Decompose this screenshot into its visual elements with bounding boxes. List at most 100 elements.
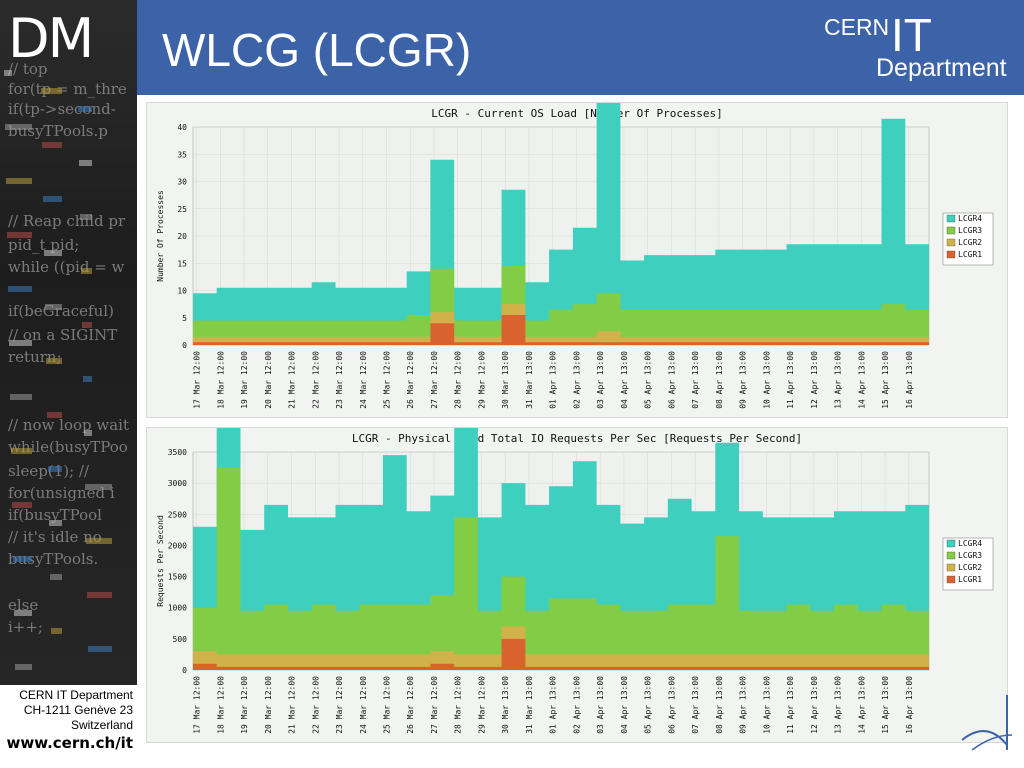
y-tick-label: 0 [182, 666, 187, 675]
footer-city: CH-1211 Genève 23 [23, 703, 133, 717]
decorative-strip [86, 538, 112, 544]
legend-label: LCGR3 [958, 226, 982, 235]
x-tick-label: 25 Mar 12:00 [382, 351, 391, 409]
decorative-strip [13, 556, 32, 562]
code-line: if(beGraceful) [8, 302, 114, 320]
x-tick-label: 12 Apr 13:00 [810, 351, 819, 409]
decorative-strip [44, 250, 62, 256]
x-tick-label: 29 Mar 12:00 [477, 676, 486, 734]
decorative-strip [7, 232, 32, 238]
x-tick-label: 27 Mar 12:00 [430, 351, 439, 409]
decorative-code-background: // top for(tp = m_thre if(tp->second-busyT… [0, 0, 137, 685]
x-tick-label: 27 Mar 12:00 [430, 676, 439, 734]
x-tick-label: 23 Mar 12:00 [335, 351, 344, 409]
decorative-strip [15, 664, 32, 670]
x-tick-label: 02 Apr 13:00 [572, 676, 581, 734]
y-tick-label: 2000 [168, 541, 187, 550]
series-area-lcgr4 [193, 103, 929, 345]
x-tick-label: 13 Apr 13:00 [834, 351, 843, 409]
decorative-strip [41, 88, 62, 94]
x-tick-label: 30 Mar 13:00 [501, 351, 510, 409]
decorative-strip [81, 268, 92, 274]
x-tick-label: 26 Mar 12:00 [406, 676, 415, 734]
legend-swatch [946, 551, 956, 560]
decorative-strip [10, 394, 32, 400]
x-tick-label: 07 Apr 13:00 [691, 676, 700, 734]
footer-address: CERN IT Department CH-1211 Genève 23 Swi… [0, 688, 137, 753]
x-tick-label: 17 Mar 12:00 [193, 351, 202, 409]
legend-label: LCGR4 [958, 539, 982, 548]
decorative-strip [8, 286, 32, 292]
x-tick-label: 31 Mar 13:00 [525, 351, 534, 409]
series-area-lcgr2 [193, 304, 929, 345]
y-axis-label: Number Of Processes [156, 190, 165, 282]
series-area-lcgr3 [193, 467, 929, 670]
code-line: while ((pid = w [8, 258, 125, 276]
dm-logo: DM [8, 7, 94, 70]
x-tick-label: 01 Apr 13:00 [549, 351, 558, 409]
chart-title: LCGR - Current OS Load [Number Of Proces… [431, 107, 722, 120]
y-tick-label: 10 [177, 287, 187, 296]
decorative-strip [11, 448, 32, 454]
x-tick-label: 16 Apr 13:00 [905, 351, 914, 409]
code-line: if(busyTPool [8, 506, 102, 524]
decorative-strip [83, 376, 92, 382]
x-tick-label: 13 Apr 13:00 [834, 676, 843, 734]
y-tick-label: 3000 [168, 479, 187, 488]
code-line: // it's idle no [8, 528, 102, 546]
x-tick-label: 07 Apr 13:00 [691, 351, 700, 409]
y-tick-label: 1000 [168, 604, 187, 613]
x-tick-label: 05 Apr 13:00 [644, 676, 653, 734]
legend-label: LCGR3 [958, 551, 982, 560]
decorative-strip [49, 520, 62, 526]
code-line: if(tp->second- [8, 100, 116, 118]
x-tick-label: 09 Apr 13:00 [739, 351, 748, 409]
y-tick-label: 500 [173, 635, 188, 644]
decorative-strip [82, 322, 92, 328]
y-tick-label: 30 [177, 178, 187, 187]
decorative-strip [6, 178, 32, 184]
logo-department-text: Department [876, 54, 1007, 82]
code-line: // top [8, 60, 48, 78]
decorative-strip [42, 142, 62, 148]
x-tick-label: 01 Apr 13:00 [549, 676, 558, 734]
x-tick-label: 10 Apr 13:00 [762, 351, 771, 409]
y-tick-label: 35 [177, 150, 187, 159]
legend-label: LCGR4 [958, 214, 982, 223]
y-axis-label: Requests Per Second [156, 515, 165, 607]
legend-label: LCGR1 [958, 575, 982, 584]
x-tick-label: 20 Mar 12:00 [264, 351, 273, 409]
x-tick-label: 18 Mar 12:00 [216, 676, 225, 734]
footer-department: CERN IT Department [19, 688, 133, 702]
decorative-strip [45, 304, 62, 310]
legend-label: LCGR2 [958, 238, 982, 247]
code-line: pid_t pid; [8, 236, 80, 254]
x-tick-label: 26 Mar 12:00 [406, 351, 415, 409]
decorative-strip [87, 592, 112, 598]
x-tick-label: 24 Mar 12:00 [359, 676, 368, 734]
x-tick-label: 28 Mar 12:00 [454, 351, 463, 409]
x-tick-label: 15 Apr 13:00 [881, 351, 890, 409]
y-tick-label: 15 [177, 259, 187, 268]
decorative-strip [9, 340, 32, 346]
code-line: // Reap child pr [8, 212, 126, 230]
x-tick-label: 08 Apr 13:00 [715, 351, 724, 409]
x-tick-label: 19 Mar 12:00 [240, 676, 249, 734]
x-tick-label: 09 Apr 13:00 [739, 676, 748, 734]
legend-swatch [946, 575, 956, 584]
legend-swatch [946, 238, 956, 247]
series-area-lcgr3 [193, 266, 929, 345]
legend-swatch [946, 563, 956, 572]
footer-country: Switzerland [70, 718, 133, 732]
code-line: // now loop wait [8, 416, 130, 434]
x-tick-label: 30 Mar 13:00 [501, 676, 510, 734]
x-tick-label: 04 Apr 13:00 [620, 676, 629, 734]
decorative-strip [78, 106, 92, 112]
footer-url-link[interactable]: www.cern.ch/it [6, 734, 133, 752]
x-tick-label: 28 Mar 12:00 [454, 676, 463, 734]
decorative-strip [80, 214, 92, 220]
x-tick-label: 17 Mar 12:00 [193, 676, 202, 734]
x-tick-label: 11 Apr 13:00 [786, 676, 795, 734]
decorative-strip [5, 124, 32, 130]
header-bar: WLCG (LCGR) CERN IT Department [137, 0, 1024, 95]
